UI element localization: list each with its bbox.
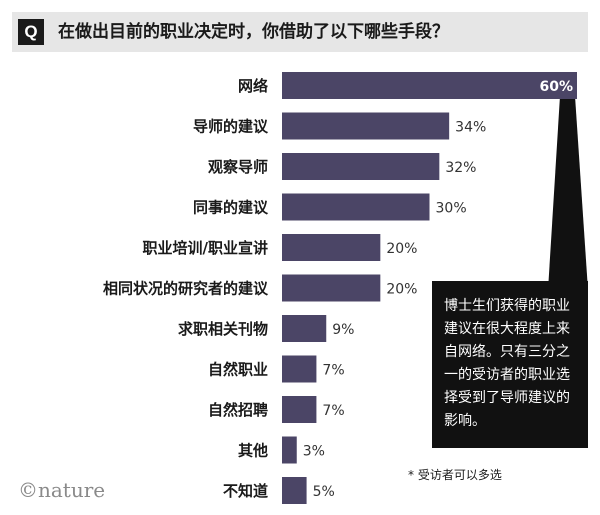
category-label: 导师的建议 (193, 118, 269, 136)
value-label: 30% (436, 201, 467, 217)
value-label: 60% (539, 79, 573, 95)
value-label: 32% (445, 160, 476, 176)
category-label: 同事的建议 (193, 199, 269, 217)
bar (282, 396, 317, 423)
category-label: 自然职业 (208, 361, 268, 379)
category-label: 求职相关刊物 (178, 320, 268, 338)
value-label: 34% (455, 120, 486, 136)
bar (282, 234, 381, 261)
bar (282, 72, 577, 99)
category-label: 职业培训/职业宣讲 (143, 239, 268, 257)
category-label: 不知道 (223, 482, 268, 500)
value-label: 9% (332, 322, 354, 338)
bar (282, 355, 317, 383)
category-label: 自然招聘 (208, 401, 268, 419)
question-text: 在做出目前的职业决定时，你借助了以下哪些手段？ (58, 22, 449, 42)
category-label: 其他 (238, 442, 268, 460)
question-q-icon: Q (18, 19, 44, 45)
value-label: 5% (313, 484, 335, 500)
value-label: 7% (322, 403, 344, 419)
nature-logo: ©nature (18, 478, 106, 502)
value-label: 3% (303, 444, 325, 460)
value-label: 7% (322, 363, 344, 379)
category-label: 观察导师 (208, 158, 268, 176)
bar (282, 477, 307, 504)
category-label: 网络 (238, 77, 268, 95)
question-header: Q 在做出目前的职业决定时，你借助了以下哪些手段？ (12, 12, 588, 52)
callout-box: 博士生们获得的职业建议在很大程度上来自网络。只有三分之一的受访者的职业选择受到了… (432, 281, 588, 448)
callout-pointer (548, 96, 588, 290)
footnote: * 受访者可以多选 (408, 468, 502, 482)
bar (282, 315, 327, 342)
category-label: 相同状况的研究者的建议 (103, 280, 269, 298)
bar (282, 193, 430, 221)
value-label: 20% (386, 282, 417, 298)
bar (282, 153, 440, 180)
callout-text: 博士生们获得的职业建议在很大程度上来自网络。只有三分之一的受访者的职业选择受到了… (444, 298, 570, 429)
bar (282, 112, 450, 140)
bar (282, 274, 381, 302)
bar (282, 436, 297, 464)
value-label: 20% (386, 241, 417, 257)
